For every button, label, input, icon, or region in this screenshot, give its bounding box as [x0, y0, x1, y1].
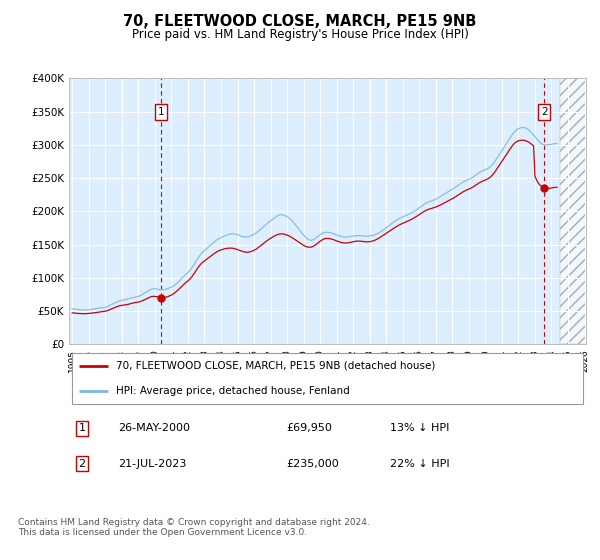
Text: 21-JUL-2023: 21-JUL-2023 [118, 459, 187, 469]
Text: 2: 2 [79, 459, 85, 469]
Text: Contains HM Land Registry data © Crown copyright and database right 2024.
This d: Contains HM Land Registry data © Crown c… [18, 518, 370, 538]
Text: £235,000: £235,000 [286, 459, 339, 469]
Text: 22% ↓ HPI: 22% ↓ HPI [389, 459, 449, 469]
Text: 26-MAY-2000: 26-MAY-2000 [118, 423, 190, 433]
Text: 2: 2 [541, 106, 547, 116]
Text: 1: 1 [79, 423, 85, 433]
Text: 1: 1 [158, 106, 164, 116]
Text: 13% ↓ HPI: 13% ↓ HPI [389, 423, 449, 433]
Text: HPI: Average price, detached house, Fenland: HPI: Average price, detached house, Fenl… [116, 386, 349, 396]
Text: £69,950: £69,950 [286, 423, 332, 433]
Text: 70, FLEETWOOD CLOSE, MARCH, PE15 9NB: 70, FLEETWOOD CLOSE, MARCH, PE15 9NB [124, 14, 476, 29]
FancyBboxPatch shape [71, 353, 583, 404]
Text: 70, FLEETWOOD CLOSE, MARCH, PE15 9NB (detached house): 70, FLEETWOOD CLOSE, MARCH, PE15 9NB (de… [116, 361, 435, 371]
Text: Price paid vs. HM Land Registry's House Price Index (HPI): Price paid vs. HM Land Registry's House … [131, 28, 469, 41]
